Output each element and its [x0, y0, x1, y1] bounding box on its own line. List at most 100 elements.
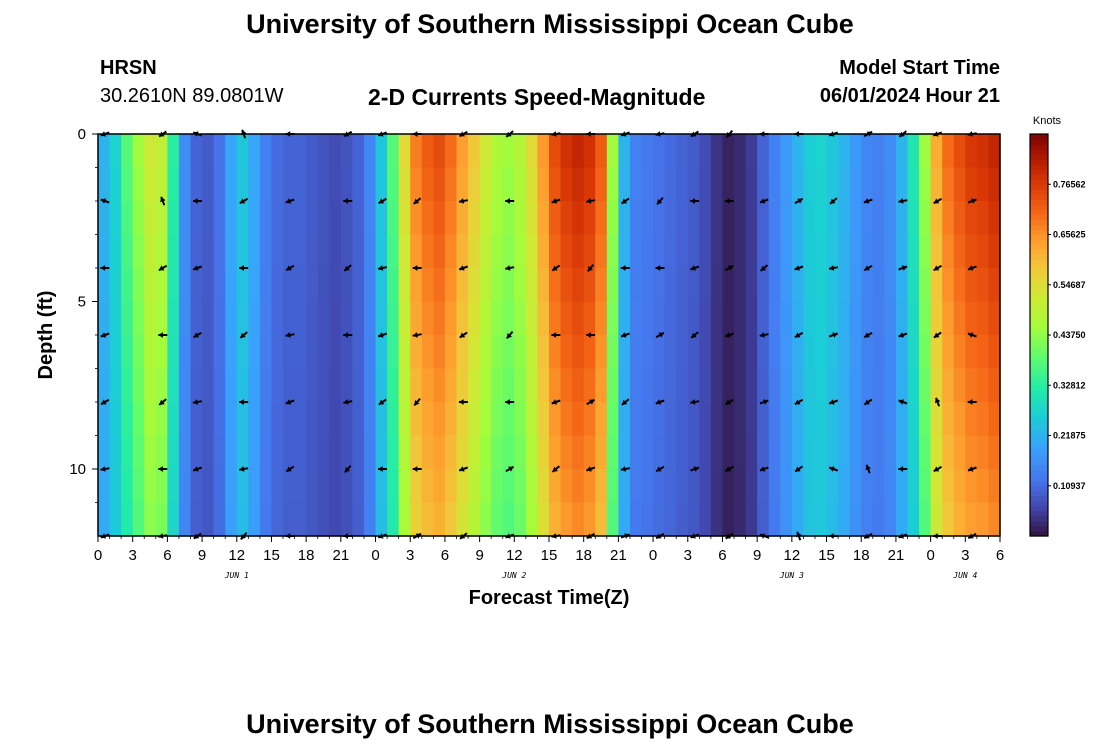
- heatmap-cell: [190, 234, 203, 269]
- arrow-head: [344, 265, 350, 271]
- heatmap-cell: [734, 435, 747, 470]
- heatmap-cell: [178, 234, 192, 269]
- heatmap-cell: [907, 402, 920, 437]
- heatmap-cell: [259, 134, 273, 169]
- heatmap-cell: [618, 201, 631, 236]
- colorbar-segment: [1030, 340, 1048, 346]
- heatmap-cell: [618, 469, 631, 504]
- heatmap-cell: [791, 134, 805, 169]
- colorbar: 0.10937 0.21875 0.32812 0.43750 0.54687 0.656…: [1029, 133, 1086, 537]
- heatmap-cell: [537, 301, 550, 336]
- heatmap-cell: [491, 301, 504, 336]
- heatmap-cell: [514, 201, 527, 236]
- footer-title: University of Southern Mississippi Ocean…: [246, 709, 854, 739]
- heatmap-cell: [757, 502, 770, 537]
- heatmap-cell: [722, 402, 735, 437]
- heatmap-cell: [595, 469, 608, 504]
- current-vector-arrow: [378, 466, 387, 472]
- heatmap-cell: [629, 234, 643, 269]
- heatmap-cell: [895, 167, 909, 202]
- heatmap-cell: [444, 435, 458, 470]
- arrow-head: [378, 399, 385, 405]
- heatmap-cell: [560, 368, 573, 403]
- heatmap-cell: [791, 402, 805, 437]
- arrow-head: [724, 198, 730, 204]
- heatmap-cell: [352, 469, 365, 504]
- x-tick-label: 3: [961, 547, 969, 564]
- heatmap-cell: [780, 502, 793, 537]
- heatmap-cell: [710, 368, 724, 403]
- heatmap-cell: [687, 435, 700, 470]
- heatmap-cell: [421, 502, 434, 537]
- current-vector-arrow: [505, 265, 515, 271]
- heatmap-cell: [444, 134, 458, 169]
- heatmap-cell: [271, 167, 284, 202]
- arrow-head: [864, 399, 870, 405]
- heatmap-cell: [965, 469, 978, 504]
- heatmap-cell: [132, 201, 145, 236]
- heatmap-cell: [271, 268, 284, 303]
- heatmap-cell: [363, 234, 377, 269]
- heatmap-cell: [121, 469, 134, 504]
- heatmap-cell: [387, 435, 400, 470]
- arrow-head: [829, 399, 835, 405]
- heatmap-cell: [190, 201, 203, 236]
- heatmap-cell: [895, 268, 909, 303]
- heatmap-cell: [109, 469, 122, 504]
- heatmap-cell: [757, 234, 770, 269]
- current-vector-arrow: [690, 265, 700, 271]
- heatmap-cell: [595, 201, 608, 236]
- heatmap-cell: [352, 134, 365, 169]
- heatmap-cell: [606, 502, 619, 537]
- heatmap-cell: [329, 134, 342, 169]
- heatmap-cell: [410, 234, 423, 269]
- arrow-head: [762, 399, 769, 405]
- heatmap-cell: [814, 435, 828, 470]
- heatmap-cell: [826, 502, 839, 537]
- colorbar-segment: [1030, 415, 1048, 422]
- arrow-head: [898, 198, 904, 204]
- heatmap-cell: [271, 335, 284, 370]
- heatmap-cell: [919, 469, 932, 504]
- heatmap-cell: [283, 234, 296, 269]
- heatmap-cell: [930, 167, 943, 202]
- arrow-head: [621, 198, 628, 204]
- heatmap-cell: [745, 335, 758, 370]
- heatmap-cell: [907, 502, 920, 537]
- colorbar-segment: [1030, 500, 1048, 507]
- x-tick-label: 6: [996, 547, 1004, 564]
- heatmap-cell: [710, 469, 724, 504]
- heatmap-cell: [572, 234, 585, 269]
- heatmap-cell: [514, 335, 527, 370]
- heatmap-cell: [872, 368, 885, 403]
- heatmap-cell: [167, 502, 180, 537]
- x-tick-label: 18: [298, 547, 315, 564]
- heatmap-cell: [352, 201, 365, 236]
- colorbar-segment: [1030, 470, 1048, 477]
- heatmap-cell: [803, 301, 816, 336]
- heatmap-cell: [838, 335, 851, 370]
- heatmap-cell: [629, 435, 643, 470]
- heatmap-cell: [560, 234, 573, 269]
- arrow-head: [551, 399, 558, 405]
- heatmap-cell: [456, 368, 469, 403]
- heatmap-cell: [976, 335, 990, 370]
- heatmap-cell: [803, 268, 816, 303]
- heatmap-cell: [329, 167, 342, 202]
- heatmap-cell: [294, 234, 307, 269]
- heatmap-cell: [479, 368, 492, 403]
- heatmap-cell: [109, 435, 122, 470]
- heatmap-cell: [861, 234, 874, 269]
- heatmap-cell: [410, 335, 423, 370]
- current-vector-arrow: [506, 330, 514, 340]
- current-vector-arrow: [724, 198, 734, 204]
- heatmap-cell: [618, 301, 631, 336]
- x-tick-label: 9: [753, 547, 761, 564]
- heatmap-cell: [768, 134, 781, 169]
- heatmap-cell: [664, 435, 677, 470]
- heatmap-cell: [768, 234, 781, 269]
- current-vector-arrow: [192, 265, 203, 271]
- heatmap-cell: [398, 335, 411, 370]
- heatmap-cell: [583, 435, 596, 470]
- heatmap-cell: [803, 402, 816, 437]
